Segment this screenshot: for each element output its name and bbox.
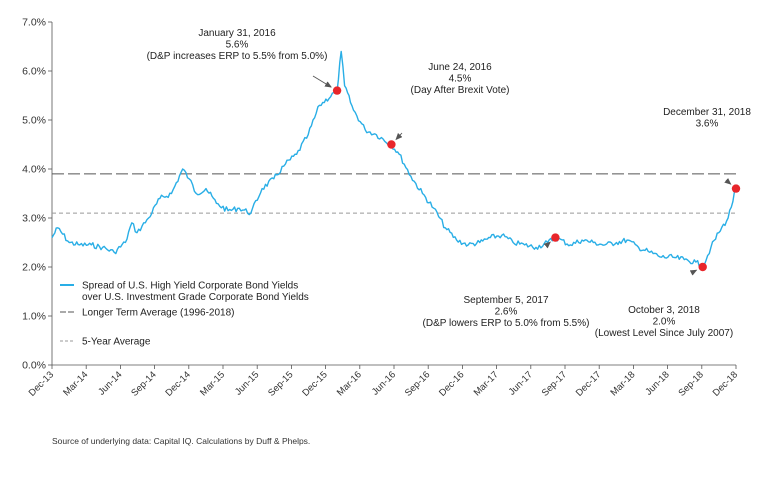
x-tick-label: Dec-14 xyxy=(163,369,192,398)
annotation-text: December 31, 2018 xyxy=(663,107,751,118)
y-tick-label: 5.0% xyxy=(22,115,46,127)
annotation-marker xyxy=(387,140,396,149)
y-axis: 0.0% 1.0% 2.0% 3.0% 4.0% 5.0% 6.0% 7.0% xyxy=(22,17,53,372)
annotation-text: (Day After Brexit Vote) xyxy=(411,85,510,96)
annotation-text: (D&P lowers ERP to 5.0% from 5.5%) xyxy=(423,318,590,329)
annotation-arrow xyxy=(689,269,698,276)
annotation-text: June 24, 2016 xyxy=(428,62,492,73)
x-tick-label: Jun-14 xyxy=(96,369,124,397)
x-tick-label: Jun-17 xyxy=(507,369,535,397)
x-tick-label: Sep-15 xyxy=(266,369,295,398)
series-line xyxy=(51,50,737,270)
annotation-text: January 31, 2016 xyxy=(198,28,276,39)
y-tick-label: 0.0% xyxy=(22,360,46,372)
spread-chart: 0.0%1.0%2.0%3.0%4.0%5.0%6.0%7.0% Dec-13 M… xyxy=(22,17,752,399)
annotation-text: (Lowest Level Since July 2007) xyxy=(595,328,733,339)
annotation-marker xyxy=(731,184,741,193)
x-tick-label: Mar-14 xyxy=(61,369,90,398)
annotation-arrow xyxy=(395,132,403,141)
y-tick-label: 4.0% xyxy=(22,164,46,176)
x-tick-label: Dec-18 xyxy=(711,369,740,398)
annotation-text: September 5, 2017 xyxy=(463,295,548,306)
annotation-text: (D&P increases ERP to 5.5% from 5.0%) xyxy=(147,51,328,62)
legend-label-long: Longer Term Average (1996-2018) xyxy=(82,308,235,319)
reference-lines xyxy=(52,173,736,214)
x-tick-label: Sep-17 xyxy=(540,369,569,398)
y-tick-label: 2.0% xyxy=(22,262,46,274)
annotation-arrow xyxy=(543,241,551,249)
annotation-text: 2.0% xyxy=(653,317,676,328)
legend-label-series-2: over U.S. Investment Grade Corporate Bon… xyxy=(82,292,309,303)
y-tick-label: 3.0% xyxy=(22,213,46,225)
x-tick-label: Dec-15 xyxy=(300,369,329,398)
annotation-text: 5.6% xyxy=(226,40,249,51)
annotation-arrow xyxy=(724,177,732,185)
y-tick-label: 1.0% xyxy=(22,311,46,323)
x-axis: Dec-13 Mar-14 Jun-14 Sep-14 Dec-14 Mar-15 Jun-… xyxy=(27,364,740,399)
y-tick-label: 7.0% xyxy=(22,17,46,29)
x-tick-label: Mar-15 xyxy=(198,369,227,398)
x-tick-label: Mar-18 xyxy=(608,369,637,398)
x-tick-label: Dec-17 xyxy=(574,369,603,398)
annotation-marker xyxy=(332,86,342,95)
x-tick-label: Sep-18 xyxy=(676,369,705,398)
x-tick-label: Jun-16 xyxy=(370,369,398,397)
annotation-arrow xyxy=(312,75,332,88)
annotation-text: October 3, 2018 xyxy=(628,305,700,316)
legend: Spread of U.S. High Yield Corporate Bond… xyxy=(60,281,309,348)
annotation-text: 2.6% xyxy=(495,307,518,318)
source-note: Source of underlying data: Capital IQ. C… xyxy=(52,436,311,446)
legend-label-5yr: 5-Year Average xyxy=(82,337,151,348)
x-tick-label: Jun-15 xyxy=(233,369,261,397)
legend-label-series: Spread of U.S. High Yield Corporate Bond… xyxy=(82,281,298,292)
series-layer xyxy=(51,50,737,270)
x-tick-label: Sep-14 xyxy=(129,369,158,398)
annotation-marker xyxy=(551,233,560,242)
x-tick-label: Jun-18 xyxy=(643,369,671,397)
y-tick-label: 6.0% xyxy=(22,66,46,78)
x-tick-label: Mar-16 xyxy=(335,369,364,398)
annotation-text: 3.6% xyxy=(696,119,719,130)
x-tick-label: Mar-17 xyxy=(472,369,501,398)
annotation-text: 4.5% xyxy=(449,74,472,85)
x-tick-label: Dec-16 xyxy=(437,369,466,398)
x-tick-label: Sep-16 xyxy=(403,369,432,398)
x-tick-label: Dec-13 xyxy=(27,369,56,398)
annotation-marker xyxy=(698,262,707,272)
